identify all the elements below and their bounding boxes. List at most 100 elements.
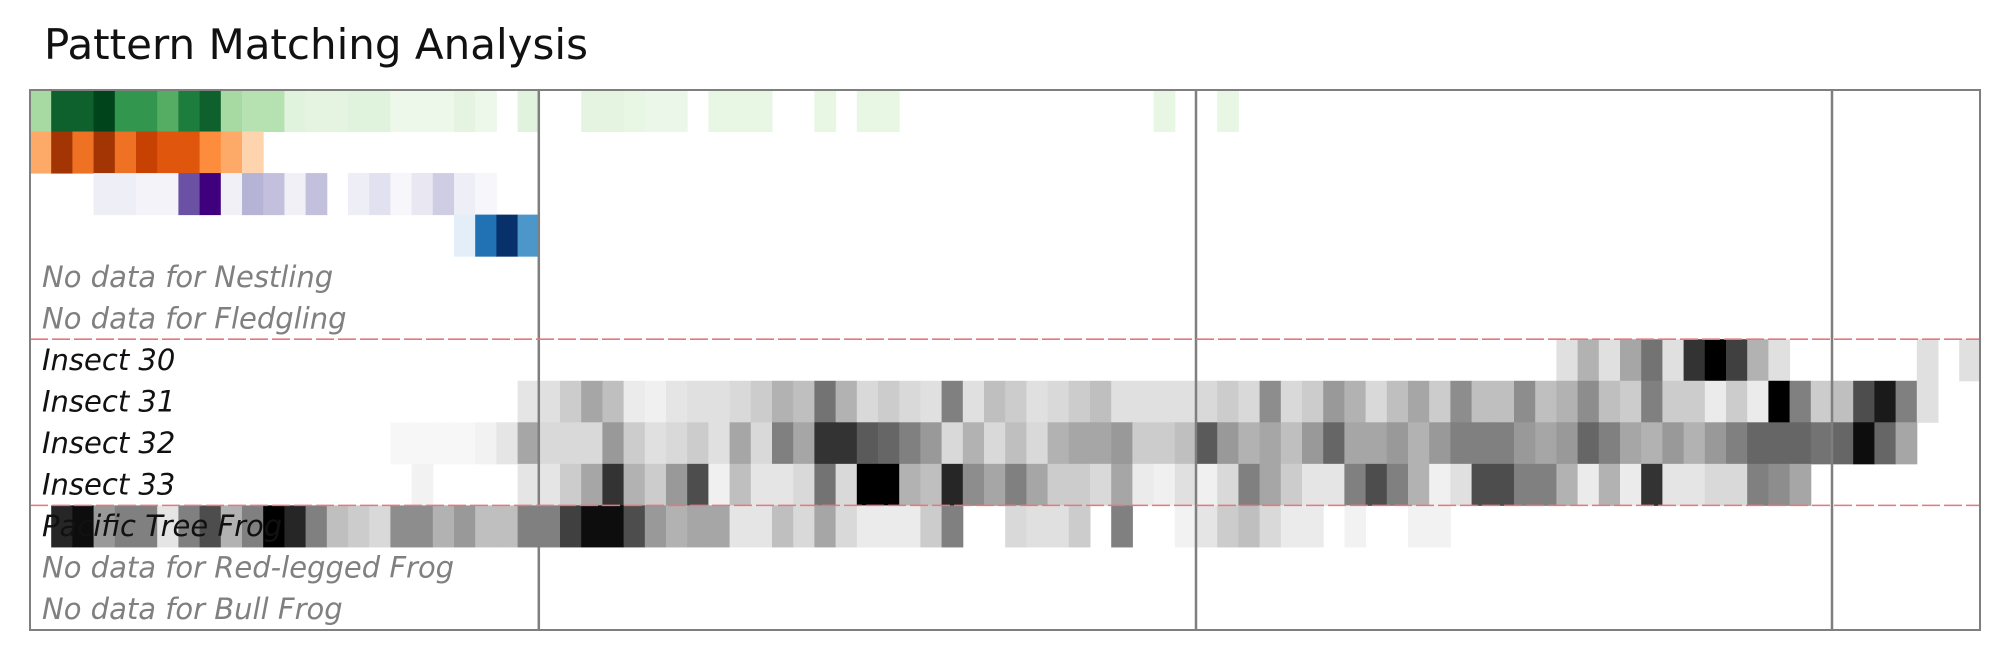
- heatmap-cell: [1005, 463, 1027, 506]
- heatmap-cell: [1514, 463, 1536, 506]
- heatmap-cell: [644, 380, 667, 423]
- heatmap-cell: [114, 90, 137, 133]
- heatmap-cell: [1302, 380, 1324, 423]
- heatmap-cell: [708, 505, 731, 548]
- heatmap-cell: [1662, 380, 1685, 423]
- heatmap-cell: [1704, 380, 1727, 423]
- chart-title: Pattern Matching Analysis: [44, 20, 588, 69]
- heatmap-cell: [581, 505, 603, 548]
- heatmap-cell: [1259, 505, 1282, 548]
- heatmap-cell: [602, 90, 625, 133]
- heatmap-cell: [1662, 463, 1685, 506]
- heatmap-cell: [475, 173, 497, 216]
- heatmap-cell: [962, 422, 985, 465]
- heatmap-cell: [1535, 380, 1557, 423]
- heatmap-cell: [1090, 422, 1112, 465]
- heatmap-cell: [93, 90, 116, 133]
- heatmap-cell: [1026, 422, 1049, 465]
- heatmap-cell: [1238, 463, 1261, 506]
- heatmap-cell: [1153, 380, 1176, 423]
- heatmap-cell: [517, 422, 540, 465]
- heatmap-cell: [1429, 463, 1451, 506]
- heatmap-cell: [1344, 380, 1367, 423]
- heatmap-cell: [1344, 463, 1367, 506]
- heatmap-cell: [1620, 463, 1642, 506]
- heatmap-cell: [1556, 463, 1579, 506]
- heatmap-cell: [454, 505, 476, 548]
- heatmap-cell: [1153, 463, 1176, 506]
- heatmap-cell: [1408, 463, 1430, 506]
- heatmap-cell: [199, 505, 222, 548]
- heatmap-cell: [666, 90, 688, 133]
- heatmap-cell: [666, 505, 688, 548]
- heatmap-cell: [1662, 422, 1685, 465]
- heatmap-cell: [284, 173, 307, 216]
- heatmap-cell: [644, 505, 667, 548]
- heatmap-cell: [1026, 463, 1049, 506]
- heatmap-cell: [1577, 339, 1600, 382]
- heatmap-cell: [1068, 380, 1091, 423]
- heatmap-cell: [1217, 505, 1239, 548]
- heatmap-cell: [432, 505, 455, 548]
- heatmap-cell: [1174, 380, 1197, 423]
- heatmap-cell: [1280, 463, 1303, 506]
- heatmap-cell: [517, 214, 540, 257]
- heatmap-cell: [984, 463, 1006, 506]
- heatmap-cell: [1535, 422, 1557, 465]
- heatmap-cell: [369, 90, 391, 133]
- plot-frame: [29, 89, 1981, 631]
- heatmap-cell: [496, 422, 519, 465]
- heatmap-cell: [1005, 380, 1027, 423]
- heatmap-cell: [729, 505, 752, 548]
- heatmap-cell: [284, 505, 307, 548]
- heatmap-cell: [348, 90, 370, 133]
- heatmap-cell: [644, 90, 667, 133]
- heatmap-cell: [1153, 422, 1176, 465]
- heatmap-cell: [51, 505, 73, 548]
- heatmap-cell: [157, 173, 179, 216]
- heatmap-cell: [793, 380, 815, 423]
- heatmap-cell: [1450, 422, 1473, 465]
- heatmap-cell: [1895, 380, 1918, 423]
- heatmap-cell: [284, 90, 307, 133]
- heatmap-cell: [1429, 422, 1451, 465]
- heatmap-cell: [1280, 380, 1303, 423]
- heatmap-cell: [1217, 422, 1239, 465]
- heatmap-cell: [1068, 422, 1091, 465]
- heatmap-cell: [750, 422, 773, 465]
- heatmap-cell: [1005, 505, 1027, 548]
- heatmap-cell: [51, 131, 73, 174]
- heatmap-cell: [1408, 505, 1430, 548]
- heatmap-cell: [454, 173, 476, 216]
- heatmap-cell: [93, 173, 116, 216]
- heatmap-cell: [114, 173, 137, 216]
- heatmap-cell: [517, 505, 540, 548]
- heatmap-cell: [1408, 380, 1430, 423]
- heatmap-cell: [1492, 422, 1515, 465]
- heatmap-cell: [242, 173, 264, 216]
- heatmap-cell: [1344, 505, 1367, 548]
- heatmap-cell: [1259, 380, 1282, 423]
- heatmap-cell: [1874, 380, 1897, 423]
- heatmap-cell: [1620, 380, 1642, 423]
- heatmap-cell: [454, 90, 476, 133]
- heatmap-cell: [517, 380, 540, 423]
- row-label: Pacific Tree Frog: [42, 509, 282, 543]
- heatmap-cell: [793, 422, 815, 465]
- heatmap-cell: [157, 90, 179, 133]
- heatmap-cell: [793, 463, 815, 506]
- heatmap-cell: [772, 380, 794, 423]
- heatmap-cell: [263, 90, 285, 133]
- heatmap-cell: [1174, 422, 1197, 465]
- heatmap-cell: [1598, 463, 1621, 506]
- heatmap-cell: [517, 463, 540, 506]
- heatmap-cell: [114, 505, 137, 548]
- heatmap-cell: [1768, 422, 1791, 465]
- heatmap-cell: [1683, 463, 1706, 506]
- heatmap-cell: [1768, 380, 1791, 423]
- heatmap-cell: [835, 380, 858, 423]
- heatmap-cell: [1747, 339, 1769, 382]
- no-data-label: No data for Bull Frog: [42, 592, 343, 626]
- heatmap-cell: [1556, 422, 1579, 465]
